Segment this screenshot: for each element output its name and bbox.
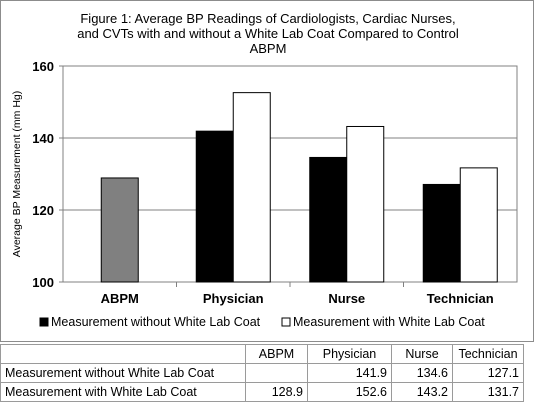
legend-swatch-without-coat (39, 317, 49, 327)
bar-chart: Figure 1: Average BP Readings of Cardiol… (11, 11, 518, 329)
bar-without-coat (422, 183, 461, 283)
table-cell: 143.2 (391, 382, 453, 402)
bar-abpm-control (100, 177, 139, 283)
table-cell (245, 363, 308, 383)
x-tick-label: Physician (203, 291, 264, 306)
table-cell: 152.6 (307, 382, 392, 402)
y-tick-label: 100 (32, 275, 54, 290)
legend-label-without-coat: Measurement without White Lab Coat (51, 315, 261, 329)
bar-without-coat (309, 156, 348, 283)
table-header-physician: Physician (307, 344, 392, 364)
legend-label-with-coat: Measurement with White Lab Coat (293, 315, 485, 329)
table-header-abpm: ABPM (245, 344, 308, 364)
legend-swatch-with-coat (281, 317, 291, 327)
bar-with-coat (346, 125, 385, 283)
x-tick-label: ABPM (101, 291, 139, 306)
y-tick-label: 140 (32, 131, 54, 146)
table-header-row: ABPM Physician Nurse Technician (0, 344, 524, 364)
y-axis-label: Average BP Measurement (mm Hg) (11, 91, 23, 258)
chart-title-line: and CVTs with and without a White Lab Co… (77, 26, 459, 41)
table-cell: 128.9 (245, 382, 308, 402)
bar-without-coat (195, 130, 234, 283)
y-tick-label: 160 (32, 59, 54, 74)
x-tick-label: Nurse (328, 291, 365, 306)
x-tick-label: Technician (427, 291, 494, 306)
table-cell: 131.7 (452, 382, 524, 402)
bar-with-coat (232, 92, 271, 283)
table-row-label: Measurement with White Lab Coat (0, 382, 246, 402)
chart-title-line: Figure 1: Average BP Readings of Cardiol… (80, 11, 455, 26)
data-table: ABPM Physician Nurse Technician Measurem… (0, 344, 524, 402)
y-tick-label: 120 (32, 203, 54, 218)
table-row: Measurement with White Lab Coat 128.9 15… (0, 382, 524, 402)
table-cell: 141.9 (307, 363, 392, 383)
table-cell: 127.1 (452, 363, 524, 383)
table-row-label: Measurement without White Lab Coat (0, 363, 246, 383)
table-row: Measurement without White Lab Coat 141.9… (0, 363, 524, 383)
table-cell: 134.6 (391, 363, 453, 383)
chart-title-line: ABPM (250, 41, 287, 56)
table-header-nurse: Nurse (391, 344, 453, 364)
bar-with-coat (459, 167, 498, 283)
table-corner-cell (0, 344, 246, 364)
table-header-technician: Technician (452, 344, 524, 364)
